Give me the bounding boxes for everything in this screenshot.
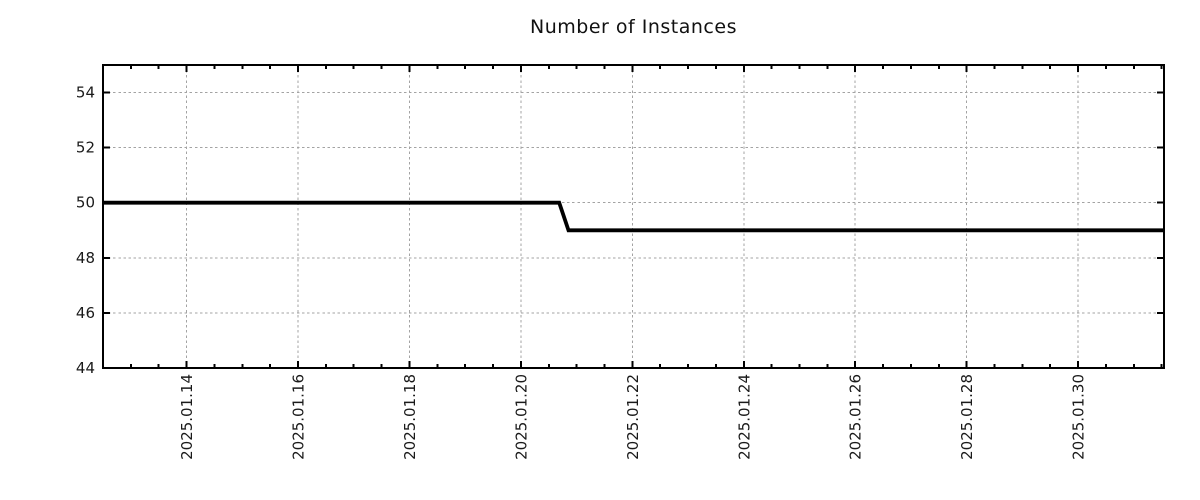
chart-title: Number of Instances xyxy=(530,16,737,38)
series-line xyxy=(103,200,1164,233)
svg-text:2025.01.18: 2025.01.18 xyxy=(401,374,419,460)
svg-text:2025.01.26: 2025.01.26 xyxy=(847,374,865,460)
svg-text:48: 48 xyxy=(76,249,95,267)
axis-ticks xyxy=(103,65,1164,369)
svg-text:2025.01.24: 2025.01.24 xyxy=(735,374,753,460)
svg-text:2025.01.16: 2025.01.16 xyxy=(290,374,308,460)
grid-lines xyxy=(103,65,1164,369)
svg-text:54: 54 xyxy=(76,84,95,102)
svg-text:52: 52 xyxy=(76,139,95,157)
plot-border xyxy=(102,64,1165,369)
svg-text:2025.01.20: 2025.01.20 xyxy=(512,374,530,460)
y-tick-labels: 44 46 48 50 52 54 xyxy=(76,84,95,377)
x-tick-labels: 2025.01.14 2025.01.16 2025.01.18 2025.01.20… xyxy=(178,374,1088,460)
svg-text:2025.01.14: 2025.01.14 xyxy=(178,374,196,460)
svg-text:2025.01.22: 2025.01.22 xyxy=(624,374,642,460)
svg-text:46: 46 xyxy=(76,304,95,322)
svg-text:2025.01.28: 2025.01.28 xyxy=(958,374,976,460)
svg-text:2025.01.30: 2025.01.30 xyxy=(1070,374,1088,460)
svg-text:50: 50 xyxy=(76,194,95,212)
svg-text:44: 44 xyxy=(76,359,95,377)
